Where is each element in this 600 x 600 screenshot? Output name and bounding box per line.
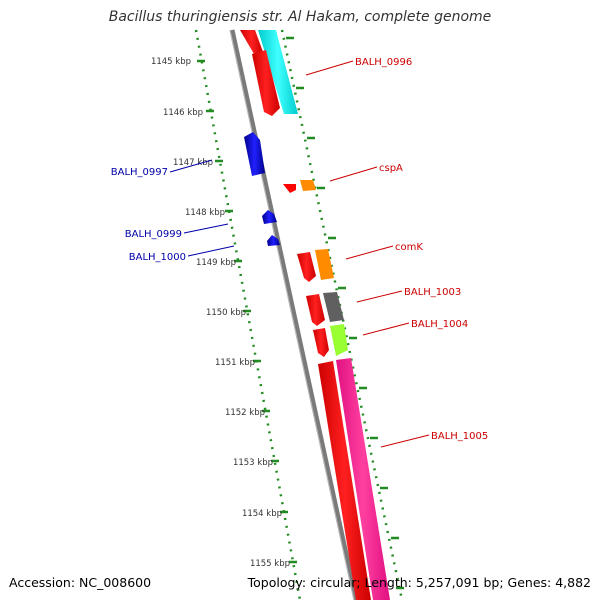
gene-forward-cspA[interactable] (283, 184, 296, 193)
tick-label: 1152 kbp (225, 408, 265, 418)
gene-forward-balh1003[interactable] (306, 294, 325, 326)
left-leader-lines (169, 159, 235, 257)
gene-reverse-balh1000[interactable] (267, 235, 280, 246)
right-tick-line (280, 29, 404, 600)
gene-label: BALH_0999 (125, 229, 182, 240)
tick-label: 1148 kbp (185, 208, 225, 218)
right-labels: BALH_0996 cspA comK BALH_1003 BALH_1004 … (355, 57, 488, 442)
tick-label: 1147 kbp (173, 158, 213, 168)
cog-band-cyan[interactable] (258, 30, 298, 114)
gene-label: cspA (379, 163, 403, 174)
tick-label: 1153 kbp (233, 458, 273, 468)
cog-comK[interactable] (315, 249, 334, 280)
tick-label: 1146 kbp (163, 108, 203, 118)
cog-band-pink[interactable] (336, 358, 390, 600)
tick-labels: 1145 kbp 1146 kbp 1147 kbp 1148 kbp 1149… (151, 57, 290, 569)
gene-label: BALH_1003 (404, 287, 461, 298)
gene-forward-balh0996[interactable] (252, 50, 280, 116)
right-tick-marks (286, 36, 404, 590)
map-title: Bacillus thuringiensis str. Al Hakam, co… (108, 9, 492, 25)
tick-label: 1150 kbp (206, 308, 246, 318)
genome-backbone (229, 29, 359, 600)
right-leader-lines (305, 60, 430, 448)
tick-label: 1149 kbp (196, 258, 236, 268)
gene-label: BALH_1004 (411, 319, 468, 330)
left-tick-line (194, 29, 302, 600)
tick-label: 1155 kbp (250, 559, 290, 569)
gene-label: BALH_0996 (355, 57, 412, 68)
tick-label: 1151 kbp (215, 358, 255, 368)
gene-label: BALH_1005 (431, 431, 488, 442)
tick-label: 1145 kbp (151, 57, 191, 67)
gene-forward[interactable] (240, 30, 263, 54)
gene-label: BALH_1000 (129, 252, 186, 263)
gene-label: comK (395, 242, 423, 253)
genome-backbone-highlight (229, 29, 355, 600)
gene-forward-balh1005[interactable] (318, 361, 371, 600)
cog-balh1003[interactable] (323, 292, 344, 322)
accession-text: Accession: NC_008600 (9, 575, 152, 590)
gene-forward-comK[interactable] (297, 252, 316, 282)
genome-summary-text: Topology: circular; Length: 5,257,091 bp… (247, 575, 591, 590)
left-tick-marks (197, 59, 297, 564)
tick-label: 1154 kbp (242, 509, 282, 519)
cog-balh1004[interactable] (330, 324, 348, 356)
cog-cspA[interactable] (300, 180, 316, 191)
gene-forward-balh1004[interactable] (313, 328, 329, 357)
gene-label: BALH_0997 (111, 167, 168, 178)
gene-reverse-balh0997[interactable] (244, 132, 265, 176)
left-labels: BALH_0997 BALH_0999 BALH_1000 (111, 167, 186, 263)
gene-reverse-balh0999[interactable] (262, 210, 277, 224)
